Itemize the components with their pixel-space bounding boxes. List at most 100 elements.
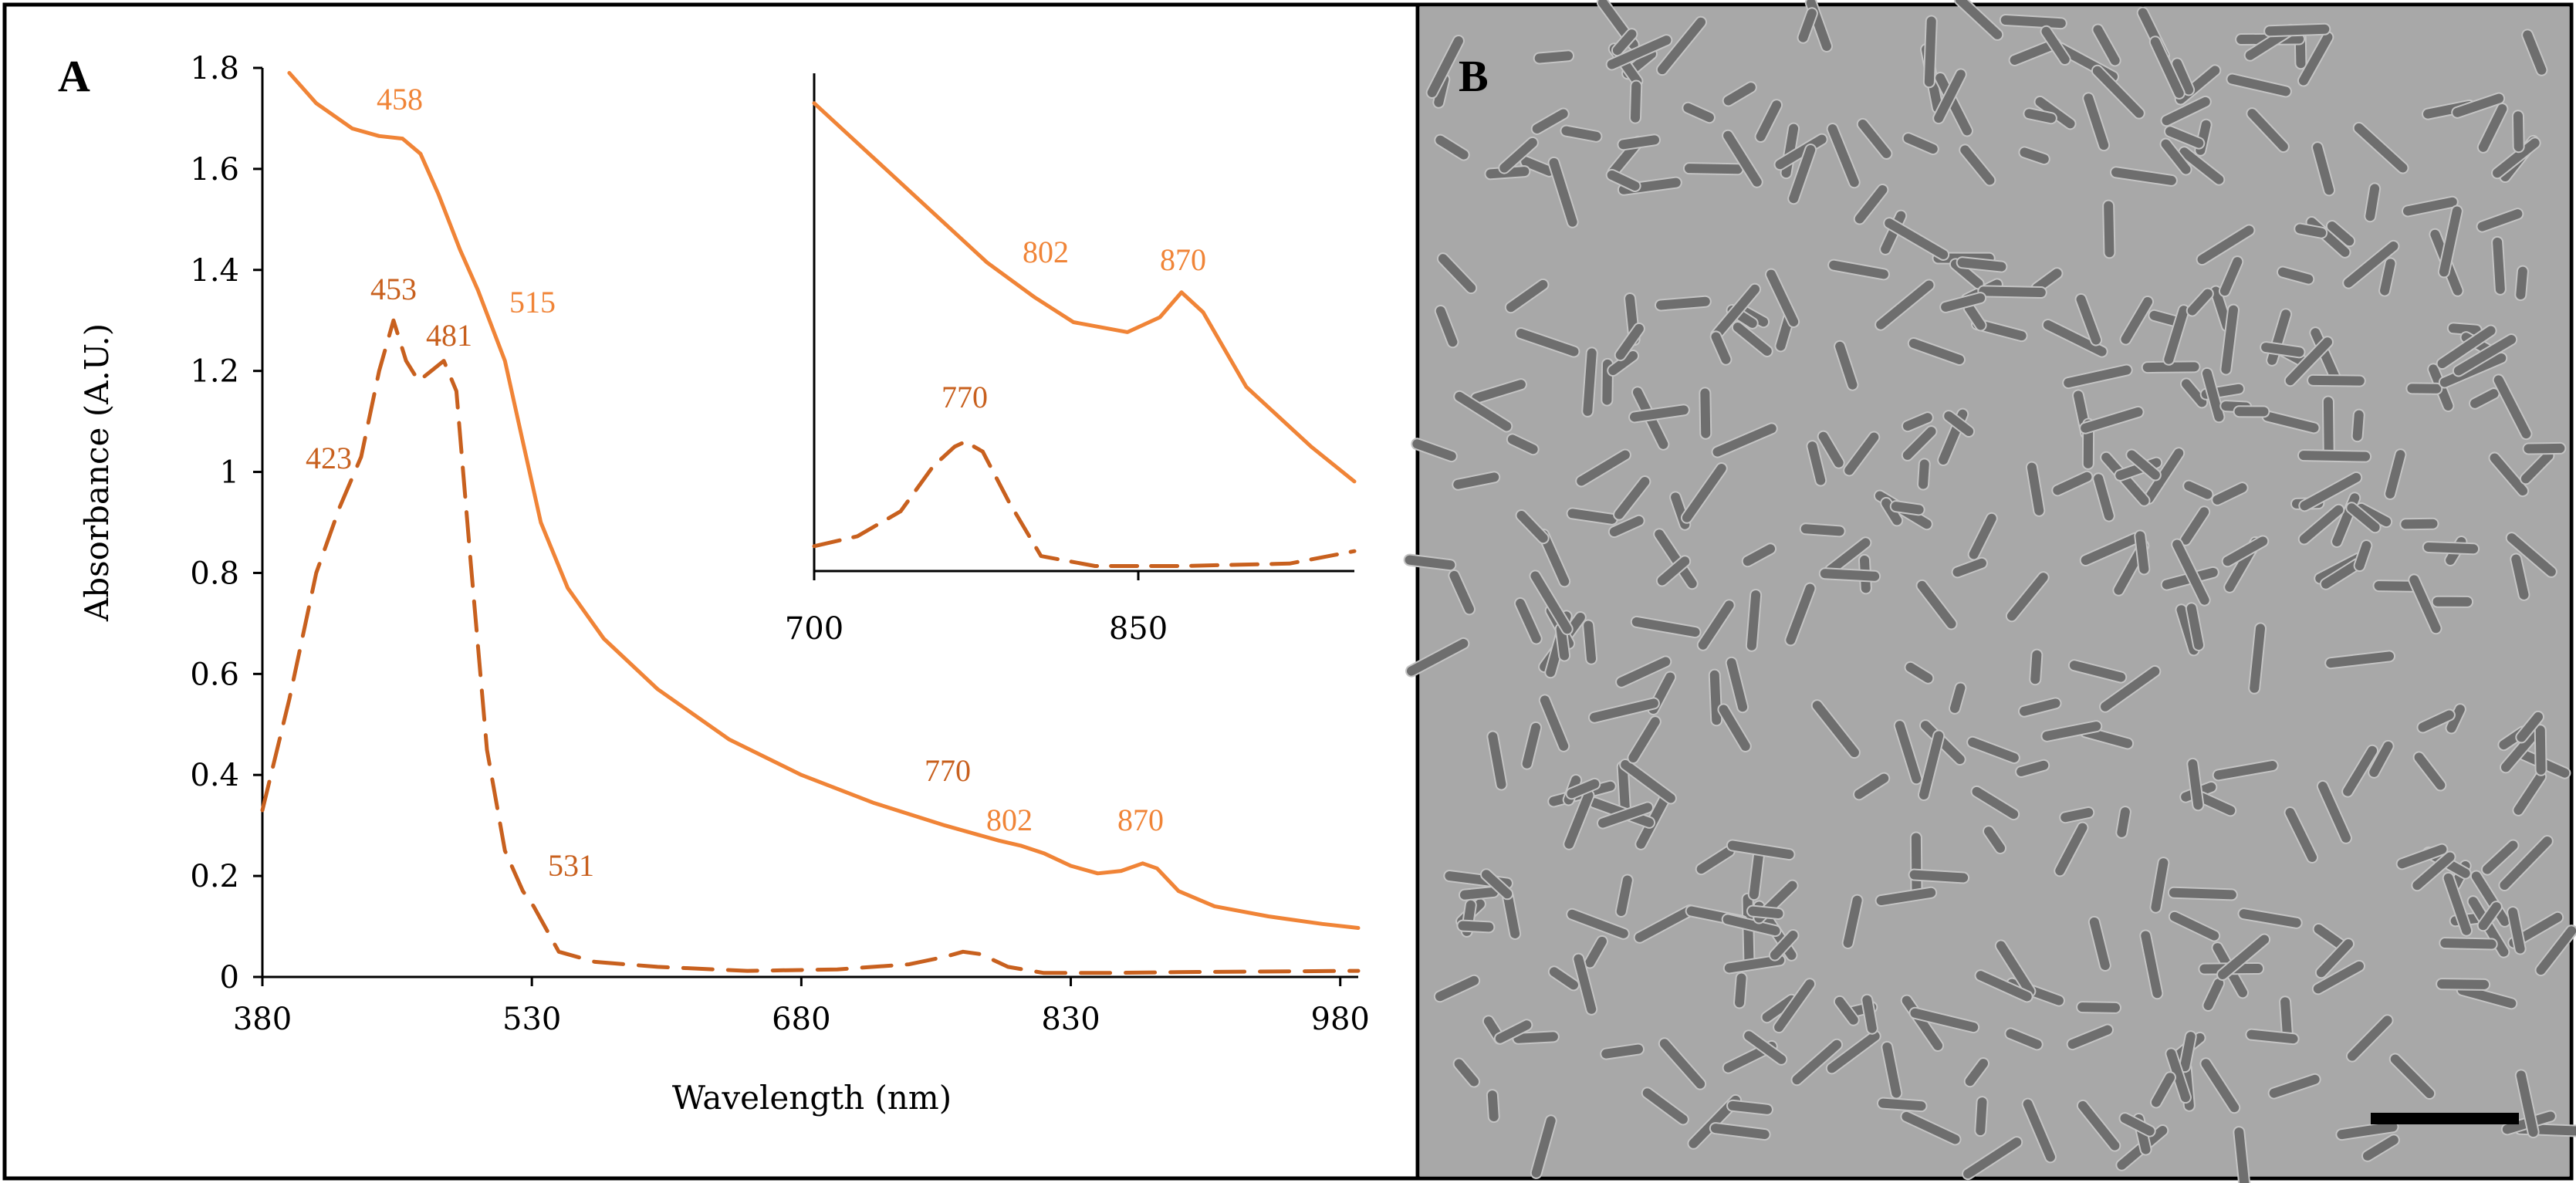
cell	[2399, 517, 2439, 531]
cell	[1833, 995, 1860, 1026]
cell	[1983, 825, 2007, 855]
cell	[1721, 913, 1782, 938]
cell	[1726, 1099, 1773, 1116]
cell	[1506, 433, 1540, 456]
cell	[1746, 904, 1785, 920]
cell	[1907, 336, 1966, 367]
cell	[2297, 31, 2334, 87]
cell	[1486, 730, 1508, 791]
cell	[2148, 35, 2186, 100]
cell	[2470, 870, 2511, 928]
cell	[2416, 708, 2456, 734]
cell	[2491, 235, 2507, 296]
cell	[1655, 15, 1708, 76]
cell	[1403, 553, 1457, 572]
peak-label-458: 458	[377, 82, 423, 117]
x-tick-label: 530	[502, 1002, 561, 1037]
cell	[2139, 929, 2164, 1000]
cell	[2005, 571, 2050, 623]
cell	[1682, 101, 1716, 124]
cell	[1480, 868, 1514, 901]
cell	[1834, 340, 1859, 391]
cell	[1597, 801, 1654, 830]
cell	[1784, 582, 1817, 647]
cell	[2324, 650, 2396, 670]
cell	[1902, 132, 1939, 156]
cell	[1655, 555, 1692, 587]
cell	[2059, 806, 2095, 824]
cell	[1917, 458, 1931, 491]
cell	[2115, 806, 2131, 839]
cell	[1547, 965, 1580, 992]
cell	[1560, 124, 1603, 143]
cell	[2311, 141, 2336, 197]
cell	[1425, 35, 1465, 99]
cell	[1628, 79, 1643, 124]
cell	[1722, 129, 1763, 188]
cell	[2368, 739, 2395, 779]
cell	[2211, 482, 2249, 506]
cell	[2277, 265, 2315, 286]
dashed-spectrum-line	[812, 439, 1357, 568]
peak-label-870: 870	[1160, 242, 1206, 277]
cell	[1709, 330, 1733, 366]
cell	[1641, 1087, 1689, 1126]
cell	[2514, 1069, 2540, 1139]
cell	[1529, 570, 1574, 636]
cell	[1680, 461, 1728, 524]
cell	[1881, 1040, 1903, 1100]
panel-a-letter: A	[58, 51, 90, 101]
cell	[1453, 390, 1513, 433]
cell	[2488, 451, 2530, 498]
cell	[2534, 724, 2547, 776]
cell	[1856, 117, 1893, 160]
cell	[1493, 1019, 1533, 1045]
cell	[1607, 514, 1645, 539]
cell	[1722, 81, 1757, 107]
cell	[2196, 224, 2256, 266]
cell	[1999, 14, 2067, 30]
cell	[2004, 1027, 2044, 1051]
cell	[1722, 954, 1787, 975]
cell	[2178, 146, 2226, 186]
cell	[2226, 73, 2292, 98]
cell	[2311, 959, 2365, 995]
cell	[1853, 772, 1891, 801]
cell	[2017, 697, 2062, 718]
peak-label-802: 802	[986, 803, 1033, 837]
cell	[1405, 637, 1470, 678]
inset-chart: 700 850 802 870 770	[785, 73, 1357, 647]
cell	[2179, 1030, 2197, 1073]
cell	[1653, 528, 1699, 590]
cell	[1876, 1097, 1928, 1113]
cell	[2212, 759, 2279, 782]
cell	[2442, 871, 2473, 937]
y-tick-label: 1	[220, 455, 239, 491]
cell	[1889, 500, 1925, 516]
cell	[1765, 268, 1800, 328]
cell	[2384, 448, 2407, 500]
cell	[2314, 938, 2355, 979]
cell	[2102, 199, 2116, 259]
cell	[1575, 448, 1631, 488]
cell	[2040, 720, 2103, 742]
cell	[1605, 168, 1641, 192]
cell	[1806, 440, 1827, 487]
cell	[2451, 92, 2506, 119]
cell	[1530, 1114, 1557, 1179]
cell	[2233, 1126, 2251, 1183]
cell	[1963, 1057, 1990, 1088]
cell	[1699, 387, 1712, 440]
cell	[1790, 1038, 1844, 1087]
cell	[1433, 974, 1481, 1003]
cell	[2316, 779, 2352, 844]
cell	[2498, 834, 2554, 892]
cell	[1452, 471, 1501, 491]
y-tick-label: 0.4	[190, 758, 239, 793]
cell	[1436, 252, 1478, 295]
cell	[2082, 92, 2111, 152]
x-tick-label: 380	[233, 1002, 292, 1037]
cell	[1696, 599, 1736, 651]
cell	[1959, 144, 1996, 187]
